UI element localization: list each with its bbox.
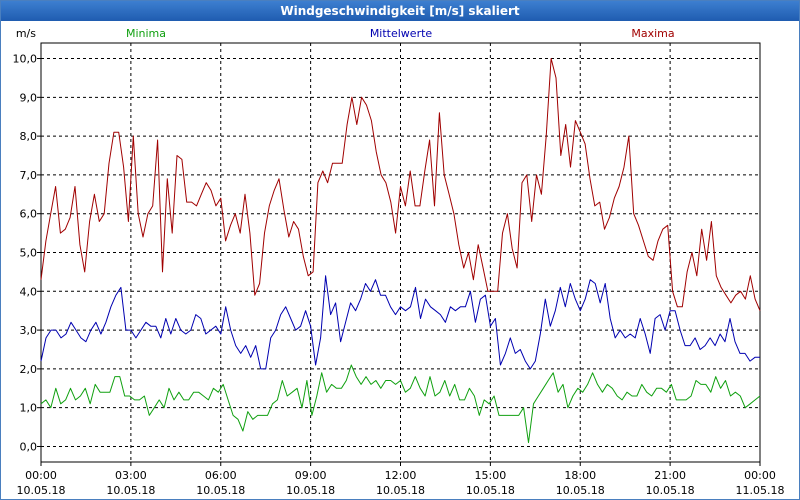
chart-canvas: 0,0 1,0 2,0 3,0 4,0 5,0 6,0 7,0 8,0 9,0 10,0 00:00 1…: [13, 27, 785, 497]
series-line-mittelwerte: [40, 275, 760, 370]
x-tick-date-label: 10.05.18: [286, 484, 335, 497]
x-tick-time-label: 21:00: [654, 469, 686, 482]
y-tick-label: 5,0: [20, 247, 38, 260]
window-title: Windgeschwindigkeit [m/s] skaliert: [1, 1, 799, 21]
x-tick-date-label: 10.05.18: [376, 484, 425, 497]
y-tick-label: 10,0: [13, 53, 38, 66]
y-tick-label: 3,0: [20, 324, 38, 337]
legend-mittelwerte: Mittelwerte: [370, 27, 433, 40]
x-tick-time-label: 09:00: [295, 469, 327, 482]
series-line-minima: [40, 364, 761, 444]
y-tick-label: 1,0: [20, 402, 38, 415]
x-tick-time-label: 00:00: [744, 469, 776, 482]
y-tick-label: 9,0: [20, 91, 38, 104]
y-tick-label: 4,0: [20, 285, 38, 298]
x-tick-time-label: 12:00: [385, 469, 417, 482]
x-tick-date-label: 10.05.18: [646, 484, 695, 497]
y-tick-label: 8,0: [20, 130, 38, 143]
series-line-maxima: [40, 58, 761, 311]
x-tick-time-label: 03:00: [115, 469, 147, 482]
x-tick-date-label: 10.05.18: [17, 484, 66, 497]
x-tick-time-label: 15:00: [475, 469, 507, 482]
y-tick-label: 6,0: [20, 208, 38, 221]
x-tick-time-label: 06:00: [205, 469, 237, 482]
legend-minima: Minima: [126, 27, 166, 40]
x-tick-date-label: 10.05.18: [556, 484, 605, 497]
y-tick-label: 0,0: [20, 440, 38, 453]
legend-maxima: Maxima: [631, 27, 674, 40]
y-tick-label: 2,0: [20, 363, 38, 376]
y-axis-label: m/s: [16, 27, 36, 40]
x-tick-date-label: 10.05.18: [106, 484, 155, 497]
x-tick-time-label: 00:00: [25, 469, 57, 482]
x-tick-date-label: 10.05.18: [466, 484, 515, 497]
x-tick-date-label: 11.05.18: [736, 484, 785, 497]
x-tick-time-label: 18:00: [564, 469, 596, 482]
y-tick-label: 7,0: [20, 169, 38, 182]
x-tick-date-label: 10.05.18: [196, 484, 245, 497]
